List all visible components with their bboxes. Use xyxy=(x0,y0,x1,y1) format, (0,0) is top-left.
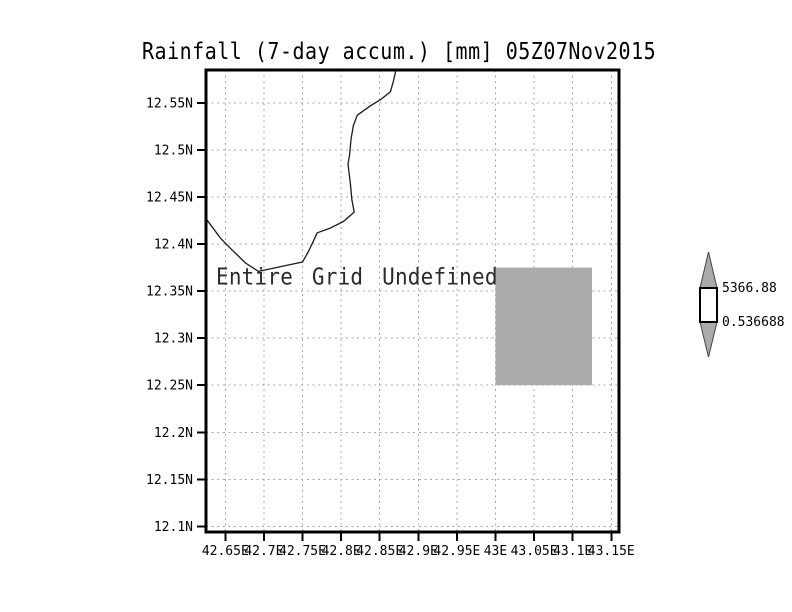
y-axis-tick-label: 12.1N xyxy=(154,520,193,535)
undefined-message: Entire Grid Undefined xyxy=(216,263,498,290)
y-axis-tick-label: 12.15N xyxy=(146,473,193,488)
colorbar-upper-triangle xyxy=(699,251,718,289)
colorbar-range-box xyxy=(699,287,718,323)
y-axis-tick-label: 12.3N xyxy=(154,332,193,347)
x-axis-tick-label: 43.15E xyxy=(588,544,635,559)
y-axis-tick-label: 12.45N xyxy=(146,191,193,206)
x-axis-tick-label: 42.85E xyxy=(356,544,403,559)
y-axis-tick-label: 12.35N xyxy=(146,285,193,300)
x-axis-tick-label: 42.8E xyxy=(322,544,361,559)
x-axis-tick-label: 42.95E xyxy=(433,544,480,559)
colorbar-lower-triangle xyxy=(699,321,718,358)
x-axis-tick-label: 42.65E xyxy=(202,544,249,559)
x-axis-tick-label: 43.1E xyxy=(553,544,592,559)
plot-title: Rainfall (7-day accum.) [mm] 05Z07Nov201… xyxy=(142,37,657,65)
coastline xyxy=(205,69,397,273)
undefined-data-region xyxy=(495,267,592,386)
y-axis-tick-label: 12.25N xyxy=(146,379,193,394)
y-axis-tick-label: 12.2N xyxy=(154,426,193,441)
plot-border xyxy=(204,68,621,534)
x-axis-tick-label: 42.9E xyxy=(399,544,438,559)
y-axis-tick-label: 12.4N xyxy=(154,238,193,253)
x-axis-tick-label: 43E xyxy=(484,544,507,559)
x-axis-tick-label: 42.7E xyxy=(244,544,283,559)
colorbar-min-label: 0.536688 xyxy=(722,315,785,330)
y-axis-tick-label: 12.5N xyxy=(154,143,193,158)
colorbar-max-label: 5366.88 xyxy=(722,281,777,296)
x-axis-tick-label: 42.75E xyxy=(279,544,326,559)
x-axis-tick-label: 43.05E xyxy=(511,544,558,559)
y-axis-tick-label: 12.55N xyxy=(146,96,193,111)
